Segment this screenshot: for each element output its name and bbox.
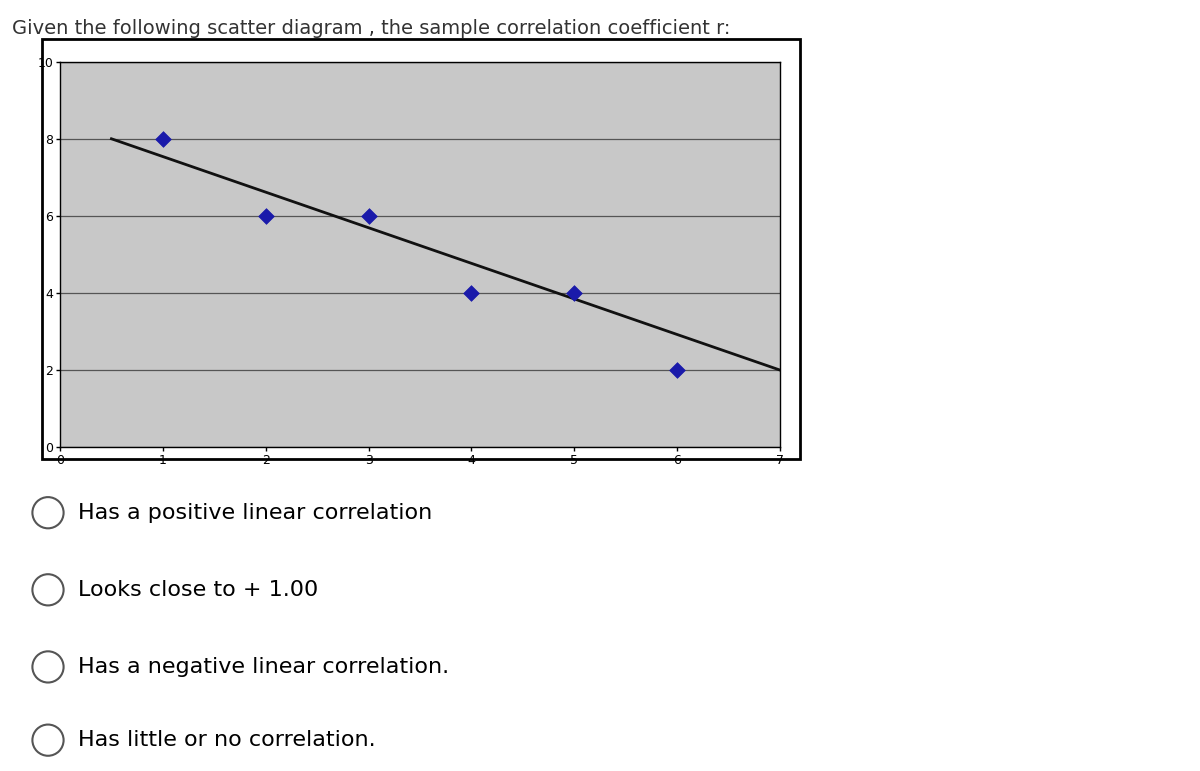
Text: Has a negative linear correlation.: Has a negative linear correlation. bbox=[78, 657, 449, 677]
Point bbox=[256, 210, 275, 222]
Point bbox=[359, 210, 378, 222]
Text: Given the following scatter diagram , the sample correlation coefficient r:: Given the following scatter diagram , th… bbox=[12, 19, 731, 39]
Text: Looks close to + 1.00: Looks close to + 1.00 bbox=[78, 580, 318, 600]
Point bbox=[154, 133, 173, 145]
Point bbox=[462, 287, 481, 299]
Point bbox=[667, 364, 686, 376]
Point bbox=[565, 287, 584, 299]
Text: Has little or no correlation.: Has little or no correlation. bbox=[78, 730, 376, 750]
Text: Has a positive linear correlation: Has a positive linear correlation bbox=[78, 503, 432, 523]
